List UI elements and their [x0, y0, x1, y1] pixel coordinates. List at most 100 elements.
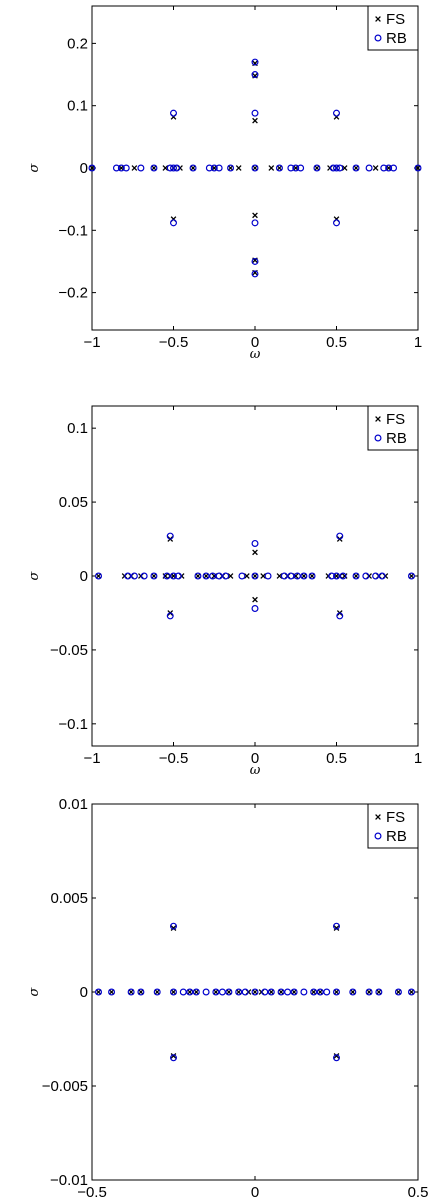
data-point-fs — [170, 925, 177, 931]
data-point-fs — [211, 573, 218, 579]
legend-marker-rb — [374, 832, 382, 840]
data-point-fs — [193, 989, 200, 995]
data-point-rb — [333, 1054, 341, 1062]
legend: FS RB — [367, 803, 419, 849]
data-point-rb — [202, 572, 210, 580]
data-point-fs — [128, 989, 134, 995]
data-point-rb — [308, 572, 316, 580]
data-point-fs — [408, 573, 415, 579]
legend-label-fs: FS — [386, 411, 405, 428]
x-tick-label: 1 — [414, 750, 422, 767]
data-point-rb — [293, 572, 301, 580]
data-point-rb — [166, 164, 174, 172]
data-point-rb — [140, 572, 148, 580]
data-point-rb — [170, 572, 178, 580]
data-point-rb — [170, 219, 178, 227]
legend-marker-rb — [374, 434, 382, 442]
data-point-fs — [333, 1053, 340, 1059]
y-tick-label: 0 — [80, 984, 88, 1001]
x-tick-label: 0.5 — [408, 1184, 429, 1198]
data-point-fs — [395, 989, 402, 995]
data-point-fs — [138, 989, 144, 995]
data-point-rb — [287, 572, 295, 580]
y-tick-label: −0.2 — [58, 285, 88, 302]
data-point-fs — [252, 573, 258, 579]
series-fs — [95, 925, 415, 1059]
data-point-fs — [227, 573, 234, 579]
y-tick-label: 0.1 — [67, 420, 88, 437]
legend-marker-fs — [375, 814, 381, 820]
data-point-rb — [95, 572, 103, 580]
data-point-fs — [333, 925, 340, 931]
data-point-rb — [328, 572, 336, 580]
data-point-fs — [366, 989, 372, 995]
data-point-rb — [202, 988, 210, 996]
x-axis-label: ω — [250, 347, 261, 362]
data-point-fs — [333, 989, 340, 995]
data-point-rb — [95, 988, 103, 996]
y-tick-label: 0.05 — [59, 494, 88, 511]
data-point-fs — [252, 989, 258, 995]
data-point-fs — [314, 165, 320, 171]
data-point-fs — [203, 573, 209, 579]
data-point-rb — [137, 164, 145, 172]
data-point-rb — [170, 988, 178, 996]
data-point-fs — [89, 165, 95, 171]
data-point-fs — [301, 573, 307, 579]
data-point-fs — [170, 1053, 177, 1059]
data-point-fs — [415, 165, 421, 171]
data-point-rb — [251, 71, 259, 79]
data-point-fs — [291, 989, 297, 995]
data-point-fs — [349, 989, 356, 995]
data-point-fs — [108, 989, 115, 995]
y-tick-label: −0.05 — [50, 642, 88, 659]
data-point-rb — [297, 164, 305, 172]
data-point-rb — [150, 572, 158, 580]
data-point-rb — [251, 164, 259, 172]
data-point-fs — [385, 165, 392, 171]
data-point-fs — [226, 989, 232, 995]
data-point-fs — [353, 165, 359, 171]
data-point-rb — [365, 164, 373, 172]
data-point-rb — [261, 988, 269, 996]
data-point-rb — [218, 988, 226, 996]
data-point-rb — [174, 572, 182, 580]
data-point-fs — [243, 573, 250, 579]
legend-box — [367, 405, 419, 451]
data-point-rb — [339, 572, 347, 580]
y-tick-label: 0 — [80, 568, 88, 585]
data-point-rb — [251, 109, 259, 117]
legend-box — [367, 5, 419, 51]
data-point-fs — [276, 165, 283, 171]
y-tick-label: 0.1 — [67, 98, 88, 115]
data-point-rb — [333, 572, 341, 580]
data-point-rb — [292, 164, 300, 172]
data-point-fs — [213, 989, 219, 995]
data-point-rb — [251, 58, 259, 66]
data-point-rb — [280, 572, 288, 580]
data-point-fs — [154, 989, 161, 995]
legend-label-fs: FS — [386, 11, 405, 28]
chart-panel-1: −1 −0.5 0 0.5 1 −0.2 −0.1 0 0.1 0.2 ω σ FS RB — [27, 5, 422, 362]
data-point-fs — [151, 165, 157, 171]
data-point-fs — [252, 212, 258, 219]
data-point-rb — [222, 572, 230, 580]
data-point-fs — [95, 573, 102, 579]
data-point-rb — [362, 572, 370, 580]
data-point-fs — [268, 989, 275, 995]
x-tick-label: 0.5 — [326, 334, 347, 351]
x-tick-label: 0 — [251, 750, 259, 767]
data-point-rb — [333, 219, 341, 227]
legend-label-rb: RB — [386, 30, 407, 47]
data-point-rb — [210, 164, 218, 172]
data-point-fs — [292, 165, 299, 171]
data-point-rb — [352, 164, 360, 172]
data-point-rb — [173, 164, 181, 172]
data-point-rb — [275, 164, 283, 172]
legend-marker-rb — [374, 34, 382, 42]
data-point-fs — [235, 165, 242, 171]
data-point-fs — [252, 549, 258, 556]
data-point-fs — [252, 165, 258, 171]
